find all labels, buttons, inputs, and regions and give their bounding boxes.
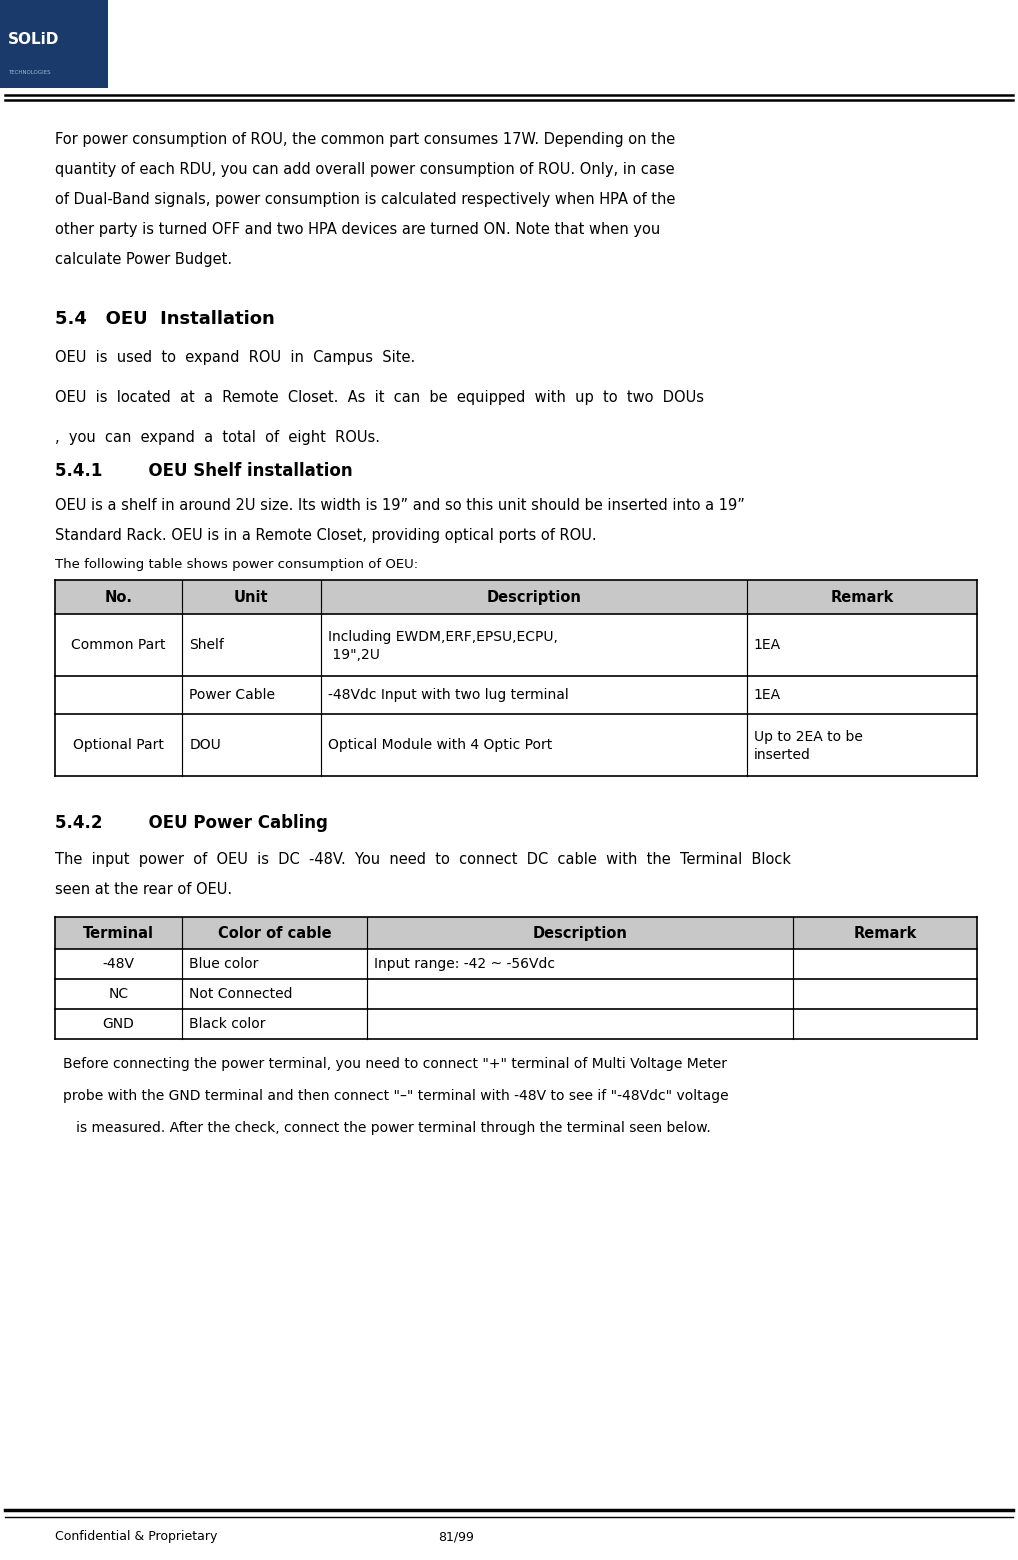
Text: Blue color: Blue color <box>189 956 259 970</box>
Text: Unit: Unit <box>234 590 269 605</box>
Text: other party is turned OFF and two HPA devices are turned ON. Note that when you: other party is turned OFF and two HPA de… <box>55 222 661 237</box>
Text: Description: Description <box>487 590 581 605</box>
Text: Standard Rack. OEU is in a Remote Closet, providing optical ports of ROU.: Standard Rack. OEU is in a Remote Closet… <box>55 527 597 543</box>
Text: Description: Description <box>532 925 627 941</box>
Text: Input range: -42 ~ -56Vdc: Input range: -42 ~ -56Vdc <box>374 956 555 970</box>
Text: of Dual-Band signals, power consumption is calculated respectively when HPA of t: of Dual-Band signals, power consumption … <box>55 192 675 207</box>
Bar <box>55 917 977 948</box>
Text: Not Connected: Not Connected <box>189 987 293 1002</box>
Text: Black color: Black color <box>189 1017 266 1031</box>
Text: calculate Power Budget.: calculate Power Budget. <box>55 253 232 267</box>
Text: 5.4.2        OEU Power Cabling: 5.4.2 OEU Power Cabling <box>55 814 328 831</box>
Text: seen at the rear of OEU.: seen at the rear of OEU. <box>55 881 232 897</box>
Text: Including EWDM,ERF,EPSU,ECPU,: Including EWDM,ERF,EPSU,ECPU, <box>328 630 558 644</box>
Text: Common Part: Common Part <box>71 638 166 652</box>
Bar <box>0 0 108 87</box>
Text: Remark: Remark <box>853 925 917 941</box>
Text: DOU: DOU <box>189 738 221 752</box>
Text: is measured. After the check, connect the power terminal through the terminal se: is measured. After the check, connect th… <box>63 1122 711 1136</box>
Text: 5.4   OEU  Installation: 5.4 OEU Installation <box>55 310 275 328</box>
Text: inserted: inserted <box>753 747 810 761</box>
Text: SOLiD: SOLiD <box>8 33 59 47</box>
Text: Before connecting the power terminal, you need to connect "+" terminal of Multi : Before connecting the power terminal, yo… <box>63 1058 727 1072</box>
Text: GND: GND <box>103 1017 134 1031</box>
Text: -48Vdc Input with two lug terminal: -48Vdc Input with two lug terminal <box>328 688 568 702</box>
Text: Power Cable: Power Cable <box>189 688 276 702</box>
Text: quantity of each RDU, you can add overall power consumption of ROU. Only, in cas: quantity of each RDU, you can add overal… <box>55 162 675 176</box>
Text: 1EA: 1EA <box>753 688 781 702</box>
Text: For power consumption of ROU, the common part consumes 17W. Depending on the: For power consumption of ROU, the common… <box>55 133 675 147</box>
Text: No.: No. <box>105 590 132 605</box>
Bar <box>55 580 977 615</box>
Text: Terminal: Terminal <box>83 925 154 941</box>
Text: Up to 2EA to be: Up to 2EA to be <box>753 730 862 744</box>
Text: probe with the GND terminal and then connect "–" terminal with -48V to see if "-: probe with the GND terminal and then con… <box>63 1089 729 1103</box>
Text: 81/99: 81/99 <box>438 1530 473 1543</box>
Text: Confidential & Proprietary: Confidential & Proprietary <box>55 1530 218 1543</box>
Text: OEU  is  used  to  expand  ROU  in  Campus  Site.: OEU is used to expand ROU in Campus Site… <box>55 349 415 365</box>
Text: OEU  is  located  at  a  Remote  Closet.  As  it  can  be  equipped  with  up  t: OEU is located at a Remote Closet. As it… <box>55 390 704 406</box>
Text: Shelf: Shelf <box>189 638 224 652</box>
Text: NC: NC <box>109 987 128 1002</box>
Text: 1EA: 1EA <box>753 638 781 652</box>
Text: Remark: Remark <box>831 590 894 605</box>
Text: 19",2U: 19",2U <box>328 647 380 661</box>
Text: 5.4.1        OEU Shelf installation: 5.4.1 OEU Shelf installation <box>55 462 352 480</box>
Text: OEU is a shelf in around 2U size. Its width is 19” and so this unit should be in: OEU is a shelf in around 2U size. Its wi… <box>55 498 745 513</box>
Text: Color of cable: Color of cable <box>218 925 331 941</box>
Text: Optional Part: Optional Part <box>73 738 164 752</box>
Text: -48V: -48V <box>103 956 134 970</box>
Text: ,  you  can  expand  a  total  of  eight  ROUs.: , you can expand a total of eight ROUs. <box>55 431 380 445</box>
Text: The following table shows power consumption of OEU:: The following table shows power consumpt… <box>55 558 418 571</box>
Text: The  input  power  of  OEU  is  DC  -48V.  You  need  to  connect  DC  cable  wi: The input power of OEU is DC -48V. You n… <box>55 852 791 867</box>
Text: Optical Module with 4 Optic Port: Optical Module with 4 Optic Port <box>328 738 552 752</box>
Text: TECHNOLOGIES: TECHNOLOGIES <box>8 70 51 75</box>
